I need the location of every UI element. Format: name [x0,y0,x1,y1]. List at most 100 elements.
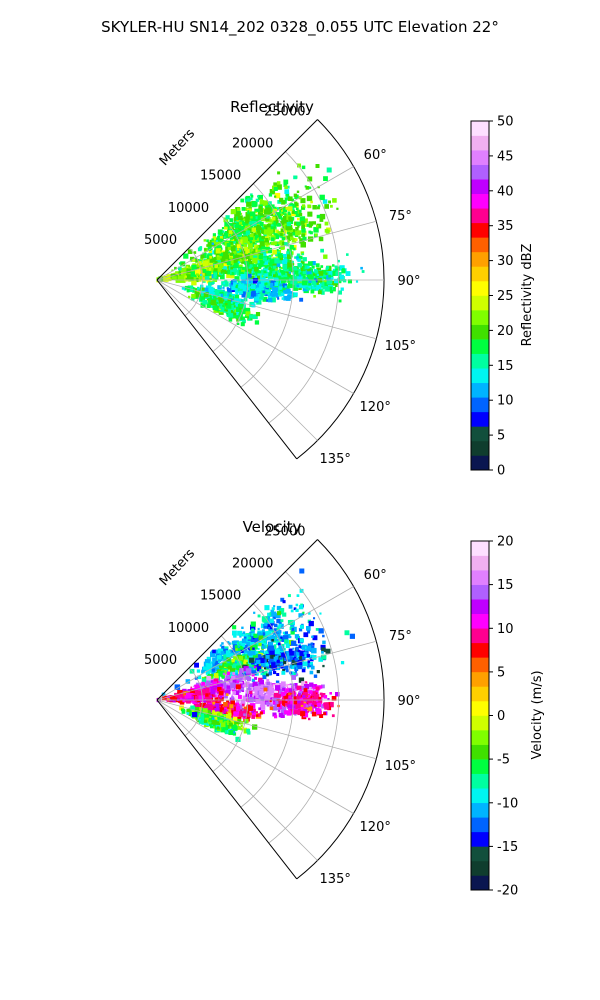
velocity-echo-pixel [252,695,254,698]
velocity-echo-pixel [295,603,299,607]
reflectivity-echo-pixel [229,257,232,260]
velocity-echo-pixel [244,650,249,655]
reflectivity-echo-pixel [202,260,209,266]
velocity-echo-pixel [323,712,326,716]
velocity-echo-pixel [231,640,235,644]
velocity-echo-pixel [296,655,300,658]
reflectivity-echo-pixel [316,214,321,219]
velocity-echo-pixel [255,714,259,717]
velocity-echo-pixel [318,657,323,662]
velocity-echo-pixel [270,688,276,694]
reflectivity-echo-pixel [223,263,228,268]
velocity-echo-pixel [331,714,335,718]
reflectivity-echo-pixel [286,259,290,262]
velocity-echo-pixel [215,649,220,655]
reflectivity-echo-pixel [218,299,223,304]
velocity-echo-pixel [331,696,337,701]
reflectivity-echo-pixel [279,240,285,245]
velocity-echo-pixel [250,639,256,645]
velocity-echo-pixel [236,700,240,704]
reflectivity-echo-pixel [257,194,263,201]
velocity-echo-pixel [243,659,248,665]
velocity-echo-pixel [261,661,266,667]
velocity-echo-pixel [231,688,235,692]
velocity-echo-pixel [268,645,275,651]
velocity-echo-pixel [288,692,291,695]
reflectivity-echo-pixel [208,286,214,292]
reflectivity-echo-pixel [259,212,263,216]
reflectivity-colorbar-swatch [471,440,489,456]
reflectivity-echo-pixel [268,254,272,258]
velocity-echo-pixel [283,635,289,641]
reflectivity-echo-pixel [298,274,301,277]
reflectivity-echo-pixel [243,261,248,265]
reflectivity-echo-pixel [282,241,286,246]
velocity-echo-pixel [299,588,304,593]
reflectivity-echo-pixel [288,259,292,263]
velocity-echo-pixel [249,712,252,716]
reflectivity-echo-pixel [288,267,293,272]
reflectivity-echo-pixel [233,263,239,269]
velocity-echo-pixel [243,713,246,716]
reflectivity-echo-pixel [331,280,337,286]
velocity-echo-pixel [223,709,228,714]
reflectivity-echo-pixel [213,260,218,266]
reflectivity-echo-pixel [223,217,229,223]
velocity-echo-pixel [299,624,304,629]
velocity-echo-pixel [265,700,270,705]
reflectivity-echo-pixel [289,244,294,250]
velocity-echo-pixel [212,681,218,686]
velocity-echo-pixel [276,627,280,631]
velocity-echo-pixel [261,645,266,649]
velocity-echo-pixel [281,652,287,658]
velocity-echo-pixel [291,627,295,631]
velocity-echo-pixel [250,709,254,714]
velocity-echo-pixel [321,651,324,654]
reflectivity-echo-pixel [297,217,300,221]
reflectivity-echo-pixel [324,276,328,280]
velocity-echo-pixel [335,692,340,697]
reflectivity-echo-pixel [282,272,288,278]
reflectivity-echo-pixel [281,271,286,275]
reflectivity-echo-pixel [184,275,187,278]
reflectivity-echo-pixel [285,193,289,197]
reflectivity-echo-pixel [230,209,236,215]
reflectivity-echo-pixel [303,275,306,279]
reflectivity-echo-pixel [241,316,245,320]
reflectivity-echo-pixel [276,254,280,258]
velocity-echo-pixel [283,648,286,651]
velocity-echo-pixel [269,656,276,662]
velocity-echo-pixel [281,705,284,709]
reflectivity-echo-pixel [252,264,257,269]
reflectivity-echo-pixel [313,295,316,298]
reflectivity-echo-pixel [209,289,214,295]
reflectivity-colorbar-swatch [471,121,489,136]
velocity-title: Velocity [243,518,302,536]
reflectivity-echo-pixel [297,276,303,282]
reflectivity-echo-pixel [178,271,182,275]
velocity-echo-pixel [293,700,297,705]
reflectivity-colorbar-tick-label: 10 [497,394,514,409]
reflectivity-echo-pixel [287,294,292,299]
velocity-echo-pixel [264,605,270,611]
reflectivity-echo-pixel [277,283,281,287]
reflectivity-echo-pixel [283,295,288,301]
reflectivity-colorbar-swatch [471,251,489,267]
velocity-echo-pixel [201,678,207,683]
reflectivity-echo-pixel [258,206,263,210]
reflectivity-echo-pixel [235,284,240,289]
reflectivity-echo-pixel [296,255,302,261]
velocity-echo-pixel [307,630,311,634]
reflectivity-echo-pixel [233,241,236,244]
velocity-echo-pixel [265,616,271,621]
reflectivity-colorbar-swatch [471,339,489,354]
reflectivity-echo-pixel [324,204,329,209]
velocity-echo-pixel [227,665,232,670]
reflectivity-echo-pixel [312,205,317,210]
reflectivity-echo-pixel [259,222,264,227]
velocity-echo-pixel [226,663,231,668]
velocity-echo-pixel [270,697,273,700]
velocity-echo-pixel [280,681,286,687]
velocity-echo-pixel [287,594,291,598]
reflectivity-echo-pixel [240,322,245,327]
